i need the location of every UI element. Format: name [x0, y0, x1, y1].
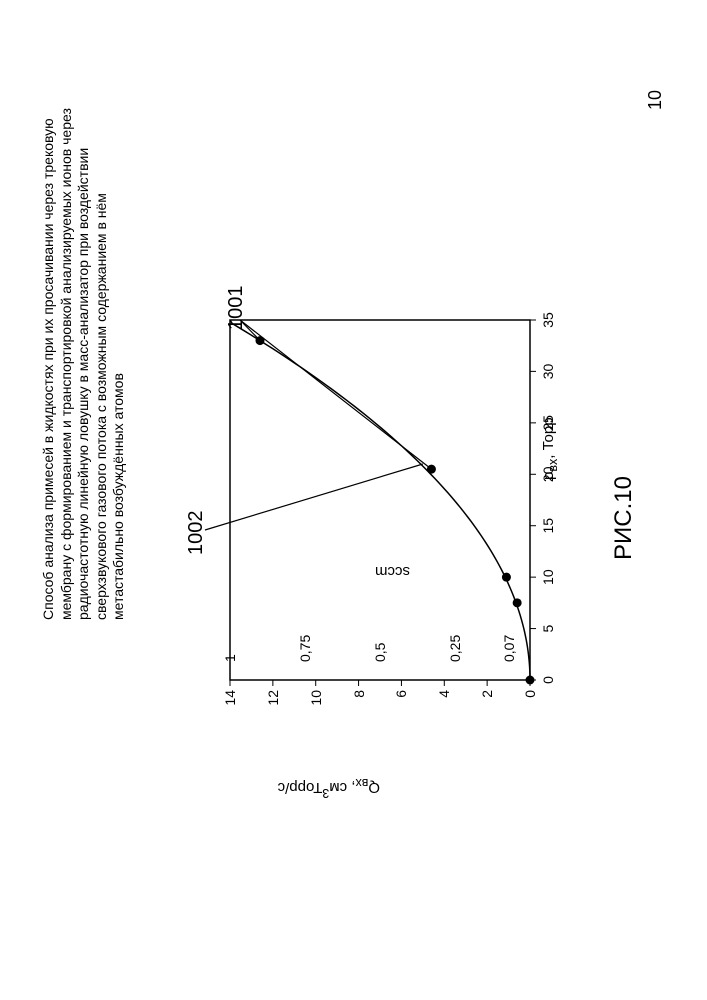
chart	[200, 260, 580, 760]
tick-label: 6	[393, 690, 409, 730]
page: Способ анализа примесей в жидкостях при …	[0, 0, 707, 1000]
tick-label: 30	[540, 364, 556, 380]
page-number: 10	[645, 90, 666, 110]
tick-label: 0,5	[372, 643, 388, 662]
tick-label: 15	[540, 518, 556, 534]
document-title: Способ анализа примесей в жидкостях при …	[40, 100, 128, 620]
tick-label: 0,07	[501, 635, 517, 662]
tick-label: 1	[222, 654, 238, 662]
tick-label: 0,25	[447, 635, 463, 662]
tick-label: 20	[540, 467, 556, 483]
tick-label: 0	[540, 676, 556, 684]
tick-label: 0	[522, 690, 538, 730]
chart-svg	[200, 260, 580, 760]
tick-label: 10	[308, 690, 324, 730]
tick-label: 8	[351, 690, 367, 730]
tick-label: 25	[540, 415, 556, 431]
tick-label: 12	[265, 690, 281, 730]
figure-caption: РИС.10	[610, 476, 638, 560]
y-axis-title: Qвх, см3Торр/с	[278, 776, 380, 800]
tick-label: 10	[540, 569, 556, 585]
tick-label: 35	[540, 312, 556, 328]
tick-label: 4	[436, 690, 452, 730]
landscape-stage: Способ анализа примесей в жидкостях при …	[0, 0, 707, 1000]
tick-label: 5	[540, 625, 556, 633]
tick-label: 2	[479, 690, 495, 730]
tick-label: 14	[222, 690, 238, 730]
tick-label: 0,75	[297, 635, 313, 662]
